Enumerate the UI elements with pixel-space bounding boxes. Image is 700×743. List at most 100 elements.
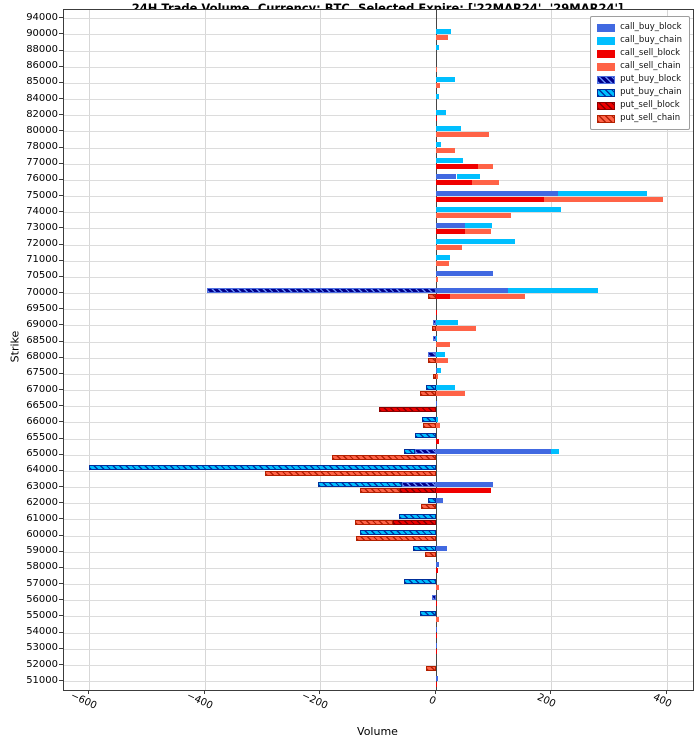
y-tick-mark xyxy=(59,437,63,439)
call_sell_chain-swatch xyxy=(597,62,616,71)
bar-72000-call_sell_chain xyxy=(435,245,463,251)
y-gridline xyxy=(64,179,693,181)
bar-65000-put_buy_block xyxy=(415,449,436,455)
y-tick-label: 77000 xyxy=(26,157,58,169)
y-gridline xyxy=(64,648,693,650)
y-tick-label: 78000 xyxy=(26,141,58,153)
bar-65500-call_sell_block xyxy=(435,439,439,445)
bar-68000-put_buy_block xyxy=(428,352,436,358)
bar-68500-call_sell_chain xyxy=(435,342,450,348)
y-tick-mark xyxy=(59,211,63,213)
x-tick-mark xyxy=(319,690,321,694)
bar-74000-call_sell_chain xyxy=(435,212,512,218)
y-gridline xyxy=(64,276,693,278)
y-gridline xyxy=(64,163,693,165)
call_sell_block-swatch xyxy=(597,49,616,58)
y-tick-label: 61000 xyxy=(26,512,58,524)
y-tick-mark xyxy=(59,356,63,358)
bar-69000-put_buy_block xyxy=(432,319,436,325)
bar-63000-put_sell_chain xyxy=(359,487,401,493)
y-tick-label: 58000 xyxy=(26,561,58,573)
y-gridline xyxy=(64,309,693,311)
bar-54000-call_sell_block xyxy=(435,633,437,639)
bar-70000-put_sell_chain xyxy=(428,293,436,299)
bar-53000-call_buy_block xyxy=(435,643,438,649)
bar-76000-call_buy_chain xyxy=(456,174,480,180)
y-tick-mark xyxy=(59,647,63,649)
bar-57000-put_buy_chain xyxy=(404,578,436,584)
y-tick-mark xyxy=(59,583,63,585)
bar-69500-call_sell_block xyxy=(435,309,438,315)
y-gridline xyxy=(64,99,693,101)
bar-63000-call_sell_block xyxy=(435,487,492,493)
y-tick-mark xyxy=(59,49,63,51)
y-tick-mark xyxy=(59,615,63,617)
y-tick-mark xyxy=(59,680,63,682)
bar-61000-put_sell_block xyxy=(392,519,436,525)
bar-73000-call_sell_chain xyxy=(464,228,491,234)
y-gridline xyxy=(64,567,693,569)
x-axis-label: Volume xyxy=(357,725,398,738)
y-tick-label: 53000 xyxy=(26,642,58,654)
y-tick-mark xyxy=(59,550,63,552)
bar-56000-put_buy_block xyxy=(431,594,436,600)
x-tick-mark xyxy=(550,690,552,694)
y-gridline xyxy=(64,82,693,84)
x-gridline xyxy=(666,10,668,690)
y-tick-label: 52000 xyxy=(26,658,58,670)
x-tick-label: −200 xyxy=(299,690,330,712)
y-tick-label: 64000 xyxy=(26,464,58,476)
x-tick-mark xyxy=(203,690,205,694)
y-gridline xyxy=(64,50,693,52)
y-gridline xyxy=(64,341,693,343)
bar-73000-call_buy_block xyxy=(435,222,465,228)
legend-item: put_sell_chain xyxy=(597,112,682,125)
y-gridline xyxy=(64,115,693,117)
y-tick-label: 65000 xyxy=(26,448,58,460)
legend-item: put_buy_chain xyxy=(597,86,682,99)
y-tick-mark xyxy=(59,98,63,100)
y-gridline xyxy=(64,632,693,634)
y-gridline xyxy=(64,147,693,149)
bar-76000-call_buy_block xyxy=(435,174,457,180)
y-tick-label: 66000 xyxy=(26,415,58,427)
y-tick-mark xyxy=(59,17,63,19)
y-gridline xyxy=(64,616,693,618)
y-tick-mark xyxy=(59,65,63,67)
bar-61000-put_buy_chain xyxy=(398,513,436,519)
bar-59000-put_buy_chain xyxy=(413,546,436,552)
bar-76000-call_sell_chain xyxy=(471,180,499,186)
y-tick-mark xyxy=(59,146,63,148)
bar-80000-call_buy_chain xyxy=(435,125,462,131)
legend-item-label: put_sell_block xyxy=(620,100,680,110)
bar-76000-call_sell_block xyxy=(435,180,472,186)
y-tick-label: 66500 xyxy=(26,399,58,411)
y-tick-mark xyxy=(59,162,63,164)
legend-item: put_sell_block xyxy=(597,99,682,112)
x-gridline xyxy=(551,10,553,690)
y-gridline xyxy=(64,681,693,683)
y-tick-mark xyxy=(59,195,63,197)
y-tick-mark xyxy=(59,227,63,229)
bar-69000-call_buy_chain xyxy=(435,319,459,325)
bar-61000-put_sell_chain xyxy=(355,519,393,525)
bar-77000-call_sell_chain xyxy=(478,164,493,170)
y-tick-label: 84000 xyxy=(26,92,58,104)
bar-70000-put_buy_block xyxy=(207,287,436,293)
bar-63000-put_sell_block xyxy=(400,487,436,493)
y-gridline xyxy=(64,244,693,246)
bar-85000-call_buy_chain xyxy=(435,77,455,83)
bar-84000-call_buy_chain xyxy=(435,93,439,99)
y-tick-label: 76000 xyxy=(26,173,58,185)
bar-90000-call_sell_chain xyxy=(435,34,449,40)
bar-77000-call_buy_chain xyxy=(435,158,464,164)
x-tick-label: 0 xyxy=(426,694,438,708)
bar-90000-call_buy_chain xyxy=(435,28,451,34)
y-tick-mark xyxy=(59,259,63,261)
x-tick-label: −600 xyxy=(68,690,99,712)
y-gridline xyxy=(64,228,693,230)
y-tick-label: 70000 xyxy=(26,286,58,298)
y-tick-label: 75000 xyxy=(26,189,58,201)
y-tick-mark xyxy=(59,130,63,132)
